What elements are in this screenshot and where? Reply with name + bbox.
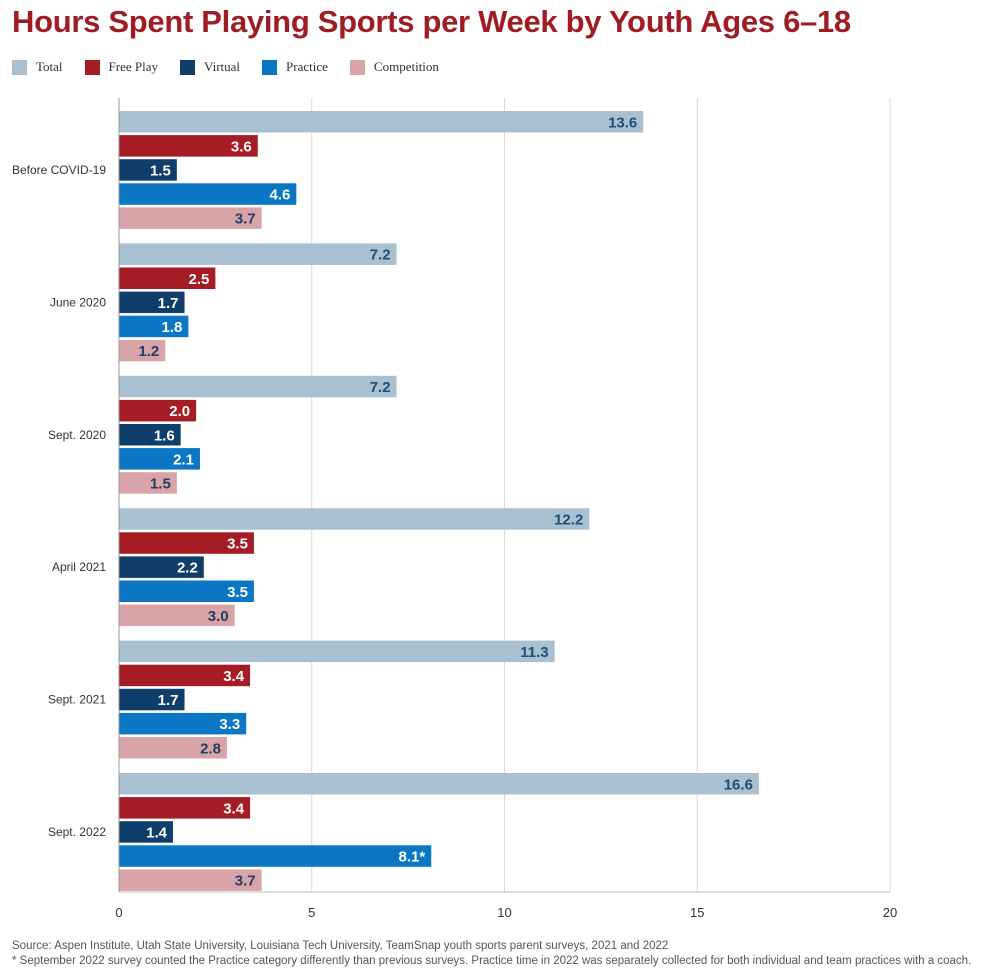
legend-label: Virtual xyxy=(204,59,241,74)
bar-practice xyxy=(119,315,189,338)
bar-value-label: 1.4 xyxy=(146,824,168,841)
bar-practice xyxy=(119,580,254,602)
bar-value-label: 8.1* xyxy=(399,849,426,866)
bar-value-label: 4.6 xyxy=(269,187,290,204)
bar-competition xyxy=(119,604,235,627)
bar-value-label: 3.0 xyxy=(208,608,229,625)
bar-virtual xyxy=(119,688,185,711)
legend-swatch xyxy=(180,59,195,75)
x-tick-label: 15 xyxy=(690,905,704,920)
bar-value-label: 2.0 xyxy=(169,403,190,420)
bar-value-label: 3.3 xyxy=(219,716,240,733)
bar-value-label: 2.2 xyxy=(177,560,198,577)
bar-value-label: 3.5 xyxy=(227,536,248,553)
bar-value-label: 11.3 xyxy=(520,644,548,661)
legend-item-free-play: Free Play xyxy=(84,59,158,75)
legend-label: Free Play xyxy=(108,59,158,74)
category-label: Sept. 2020 xyxy=(48,428,106,442)
bar-virtual xyxy=(119,821,173,843)
bar-competition xyxy=(119,207,262,229)
bar-virtual xyxy=(119,159,177,181)
bar-total xyxy=(119,508,590,530)
bar-free-play xyxy=(119,797,251,819)
bar-total xyxy=(119,640,555,663)
bar-total xyxy=(119,773,759,795)
bar-value-label: 13.6 xyxy=(608,114,637,131)
bar-practice xyxy=(119,183,297,205)
legend: Total Free Play Virtual Practice Competition xyxy=(12,59,461,75)
bar-value-label: 1.2 xyxy=(138,343,159,360)
category-label: June 2020 xyxy=(50,295,106,309)
x-tick-label: 20 xyxy=(883,905,897,920)
legend-label: Competition xyxy=(373,59,439,74)
bar-value-label: 12.2 xyxy=(554,511,583,528)
bar-free-play xyxy=(119,532,254,554)
bar-value-label: 3.6 xyxy=(231,138,252,155)
bar-value-label: 2.5 xyxy=(189,271,210,288)
bar-competition xyxy=(119,737,227,759)
legend-label: Total xyxy=(36,59,63,74)
bar-value-label: 1.5 xyxy=(150,162,171,179)
bar-value-label: 3.4 xyxy=(223,668,245,685)
category-label: April 2021 xyxy=(52,560,106,574)
bar-value-label: 3.5 xyxy=(227,584,248,601)
bar-free-play xyxy=(119,664,251,687)
bar-competition xyxy=(119,472,177,494)
bar-virtual xyxy=(119,291,185,314)
bar-value-label: 3.7 xyxy=(235,211,256,228)
legend-swatch xyxy=(12,59,27,75)
footnote: * September 2022 survey counted the Prac… xyxy=(12,955,972,967)
legend-item-practice: Practice xyxy=(262,59,328,75)
bar-total xyxy=(119,111,644,133)
bar-total xyxy=(119,243,397,265)
bar-practice xyxy=(119,448,200,470)
legend-swatch xyxy=(349,59,365,75)
legend-item-total: Total xyxy=(12,59,63,75)
bar-free-play xyxy=(119,399,197,422)
bar-value-label: 7.2 xyxy=(370,379,391,396)
category-label: Before COVID-19 xyxy=(12,163,106,177)
bar-chart: 13.6 3.6 1.5 4.6 3.7 Before COVID-19 7.2 2.5 1.7… xyxy=(12,98,897,920)
bar-free-play xyxy=(119,267,216,289)
x-tick-label: 10 xyxy=(497,905,511,920)
legend-swatch xyxy=(84,59,100,75)
chart-title: Hours Spent Playing Sports per Week by Y… xyxy=(12,4,851,39)
bar-virtual xyxy=(119,556,204,578)
legend-item-competition: Competition xyxy=(349,59,439,75)
bar-free-play xyxy=(119,135,258,157)
legend-item-virtual: Virtual xyxy=(180,59,240,75)
bar-virtual xyxy=(119,424,181,446)
bar-competition xyxy=(119,339,166,362)
category-label: Sept. 2021 xyxy=(48,693,106,707)
bar-practice xyxy=(119,712,247,735)
source-note: Source: Aspen Institute, Utah State Univ… xyxy=(12,940,669,952)
x-tick-label: 0 xyxy=(115,905,122,920)
bar-total xyxy=(119,375,397,398)
legend-swatch xyxy=(262,59,278,75)
bar-value-label: 1.5 xyxy=(150,475,171,492)
bar-value-label: 1.8 xyxy=(162,319,183,336)
bar-value-label: 1.6 xyxy=(154,427,175,444)
bar-value-label: 3.4 xyxy=(223,800,245,817)
bar-value-label: 2.1 xyxy=(173,451,194,468)
bar-value-label: 3.7 xyxy=(235,873,256,890)
bar-value-label: 1.7 xyxy=(158,295,179,312)
bar-value-label: 1.7 xyxy=(158,692,179,709)
bar-value-label: 7.2 xyxy=(370,247,391,264)
bar-value-label: 16.6 xyxy=(724,776,753,793)
legend-label: Practice xyxy=(286,59,328,74)
bar-competition xyxy=(119,869,262,891)
x-tick-label: 5 xyxy=(308,905,315,920)
category-label: Sept. 2022 xyxy=(48,825,106,839)
bar-value-label: 2.8 xyxy=(200,740,221,757)
bar-practice xyxy=(119,845,432,867)
